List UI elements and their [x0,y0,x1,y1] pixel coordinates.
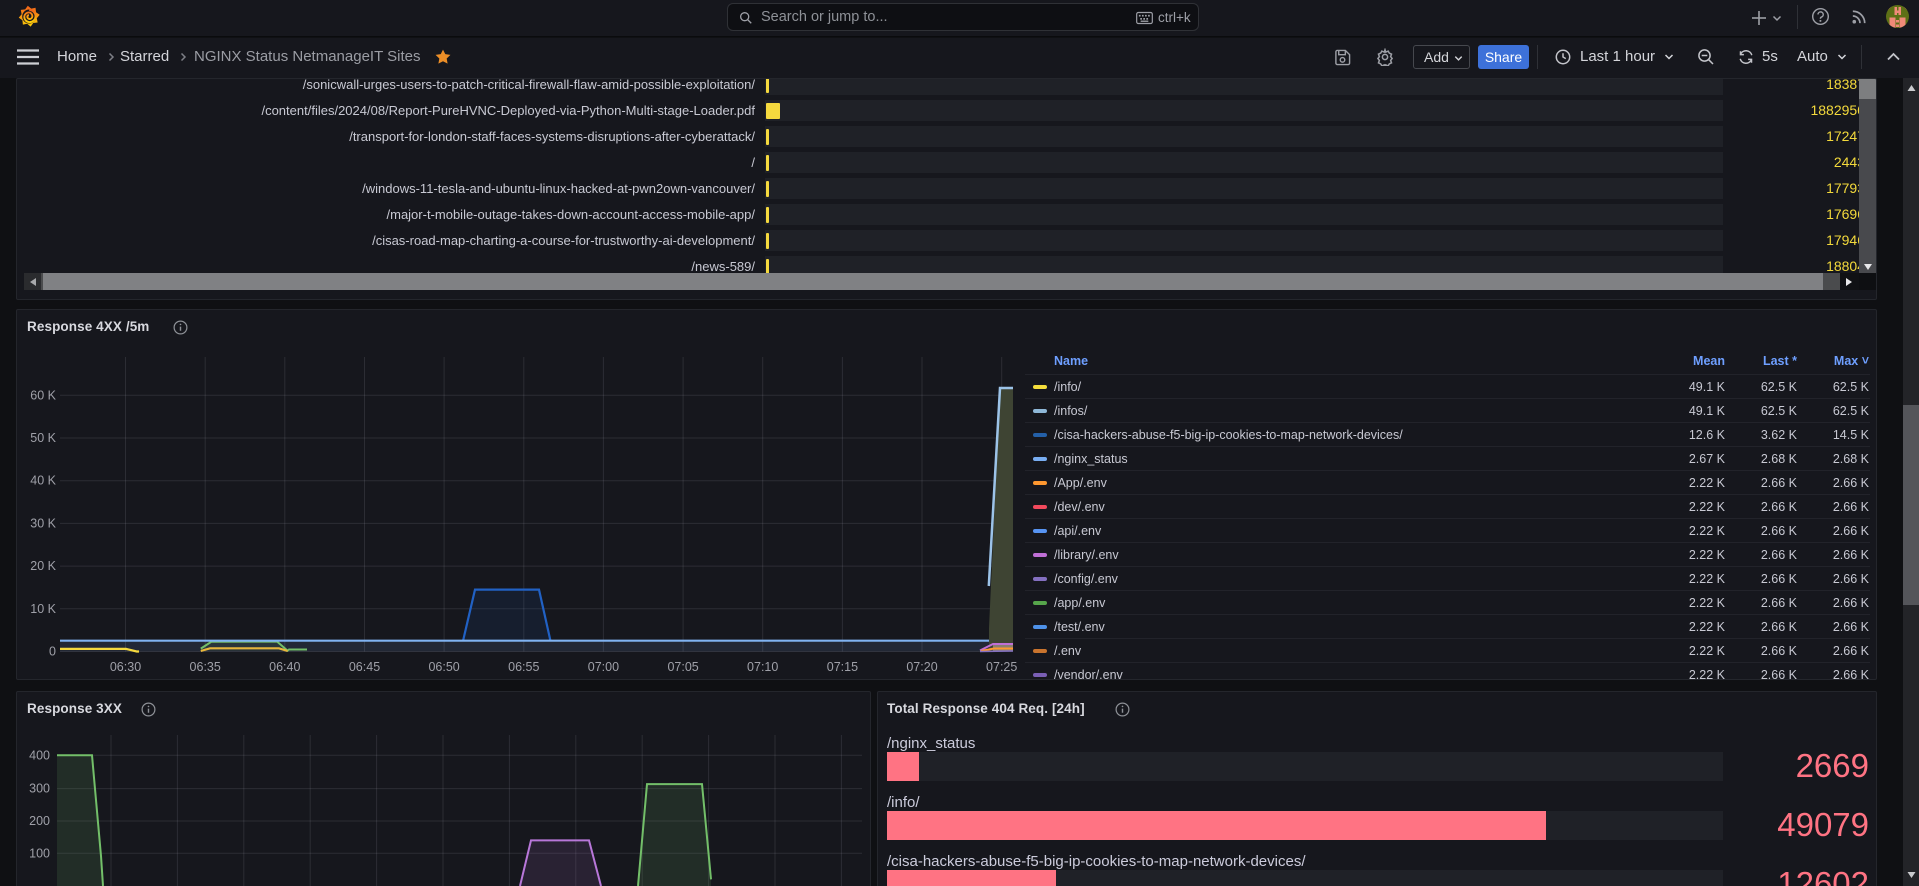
svg-text:0: 0 [49,645,56,659]
svg-text:10 K: 10 K [30,602,56,616]
svg-text:300: 300 [29,782,50,796]
svg-text:06:30: 06:30 [110,660,141,674]
svg-text:100: 100 [29,846,50,860]
svg-text:07:10: 07:10 [747,660,778,674]
svg-text:07:25: 07:25 [986,660,1017,674]
svg-text:06:35: 06:35 [190,660,221,674]
svg-text:06:50: 06:50 [428,660,459,674]
svg-text:60 K: 60 K [30,388,56,402]
svg-text:06:45: 06:45 [349,660,380,674]
svg-text:50 K: 50 K [30,431,56,445]
svg-text:06:40: 06:40 [269,660,300,674]
svg-text:30 K: 30 K [30,516,56,530]
svg-text:07:00: 07:00 [588,660,619,674]
svg-text:400: 400 [29,748,50,762]
svg-text:07:20: 07:20 [906,660,937,674]
svg-text:40 K: 40 K [30,474,56,488]
svg-text:06:55: 06:55 [508,660,539,674]
svg-text:20 K: 20 K [30,559,56,573]
svg-text:07:05: 07:05 [667,660,698,674]
svg-text:07:15: 07:15 [827,660,858,674]
svg-text:200: 200 [29,814,50,828]
